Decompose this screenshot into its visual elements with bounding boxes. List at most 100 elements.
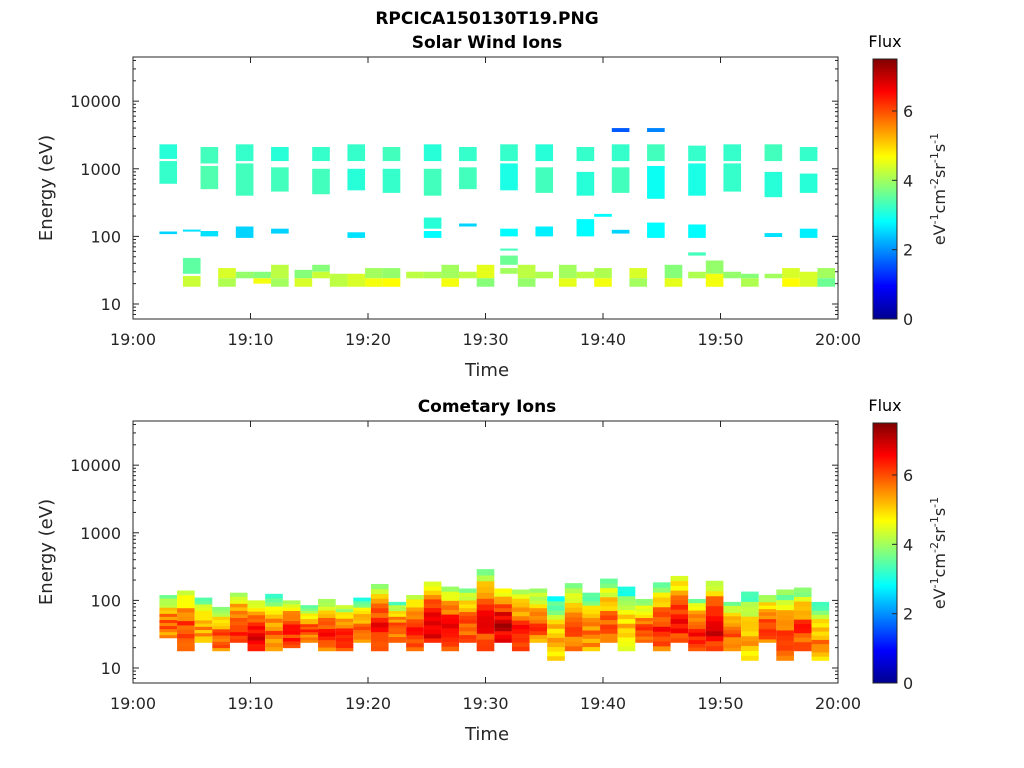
- heatmap-cell: [688, 163, 706, 196]
- heatmap-cell: [793, 592, 812, 598]
- heatmap-cell: [793, 637, 812, 643]
- heatmap-cell: [670, 575, 689, 582]
- heatmap-cell: [194, 600, 213, 605]
- heatmap-cell: [300, 636, 319, 641]
- heatmap-cell: [547, 655, 565, 661]
- heatmap-cell: [547, 614, 565, 620]
- heatmap-cell: [265, 642, 283, 648]
- heatmap-cell: [441, 646, 460, 652]
- heatmap-cell: [177, 616, 195, 622]
- heatmap-cell: [388, 630, 407, 635]
- heatmap-cell: [423, 629, 442, 635]
- heatmap-cell: [441, 636, 460, 643]
- heatmap-cell: [723, 144, 742, 162]
- heatmap-cell: [300, 605, 319, 609]
- heatmap-cell: [582, 642, 601, 648]
- heatmap-cell: [441, 627, 460, 633]
- heatmap-cell: [611, 229, 630, 234]
- heatmap-cell: [194, 610, 213, 615]
- heatmap-cell: [670, 599, 689, 605]
- heatmap-cell: [511, 602, 530, 608]
- heatmap-cell: [441, 264, 460, 279]
- heatmap-cell: [182, 229, 201, 232]
- heatmap-cell: [476, 574, 495, 582]
- heatmap-cell: [793, 605, 812, 611]
- heatmap-cell: [441, 278, 460, 287]
- heatmap-cell: [282, 644, 301, 649]
- heatmap-cell: [776, 589, 794, 596]
- heatmap-cell: [229, 606, 248, 611]
- cometary-colorbar: [872, 422, 898, 684]
- heatmap-cell: [576, 171, 595, 196]
- heatmap-cell: [494, 592, 512, 597]
- heatmap-cell: [723, 626, 742, 631]
- heatmap-cell: [494, 596, 512, 601]
- heatmap-cell: [793, 641, 812, 647]
- heatmap-cell: [229, 631, 248, 636]
- heatmap-cell: [388, 610, 407, 614]
- heatmap-cell: [194, 613, 213, 618]
- heatmap-cell: [635, 636, 653, 640]
- heatmap-cell: [282, 603, 301, 608]
- heatmap-cell: [370, 631, 389, 637]
- heatmap-cell: [271, 228, 289, 234]
- heatmap-cell: [811, 651, 830, 657]
- heatmap-cell: [265, 597, 283, 603]
- heatmap-cell: [247, 636, 266, 641]
- heatmap-cell: [494, 611, 512, 616]
- heatmap-cell: [159, 634, 178, 639]
- colorbar-tick-label: 4: [903, 535, 913, 554]
- heatmap-cell: [611, 144, 630, 162]
- heatmap-cell: [517, 264, 536, 279]
- cometary-xlabel: Time: [464, 724, 509, 745]
- heatmap-cell: [212, 644, 230, 649]
- heatmap-cell: [647, 128, 665, 132]
- heatmap-cell: [459, 271, 477, 279]
- heatmap-cell: [688, 613, 706, 618]
- heatmap-cell: [476, 592, 495, 599]
- heatmap-cell: [617, 636, 636, 643]
- heatmap-cell: [776, 599, 794, 606]
- heatmap-cell: [212, 622, 230, 627]
- heatmap-cell: [265, 618, 283, 623]
- heatmap-cell: [370, 603, 389, 609]
- heatmap-cell: [247, 643, 266, 648]
- y-tick-label: 10000: [70, 92, 121, 111]
- heatmap-cell: [253, 278, 272, 284]
- heatmap-cell: [247, 625, 266, 630]
- heatmap-cell: [582, 630, 601, 635]
- heatmap-cell: [564, 645, 583, 652]
- heatmap-cell: [229, 592, 248, 597]
- heatmap-cell: [494, 588, 512, 593]
- heatmap-cell: [159, 607, 178, 611]
- heatmap-cell: [406, 642, 424, 648]
- heatmap-cell: [688, 598, 706, 604]
- heatmap-cell: [564, 592, 583, 599]
- heatmap-cell: [611, 128, 630, 132]
- heatmap-cell: [335, 618, 354, 622]
- x-tick-label: 19:10: [227, 694, 273, 713]
- heatmap-cell: [406, 606, 424, 612]
- heatmap-cell: [177, 624, 195, 630]
- heatmap-cell: [758, 628, 777, 633]
- heatmap-cell: [635, 608, 653, 612]
- heatmap-cell: [635, 639, 653, 643]
- heatmap-cell: [200, 165, 219, 190]
- heatmap-cell: [347, 144, 366, 162]
- heatmap-cell: [647, 165, 665, 199]
- x-tick-label: 19:00: [110, 330, 156, 349]
- heatmap-cell: [535, 226, 554, 237]
- heatmap-cell: [388, 601, 407, 606]
- heatmap-cell: [177, 612, 195, 617]
- heatmap-cell: [511, 593, 530, 599]
- heatmap-cell: [776, 614, 794, 621]
- heatmap-cell: [594, 213, 612, 217]
- heatmap-cell: [441, 600, 460, 606]
- heatmap-cell: [388, 622, 407, 626]
- heatmap-cell: [335, 605, 354, 609]
- heatmap-cell: [300, 615, 319, 619]
- heatmap-cell: [423, 620, 442, 626]
- colorbar-tick-label: 6: [903, 102, 913, 121]
- heatmap-cell: [652, 631, 671, 637]
- heatmap-cell: [582, 621, 601, 627]
